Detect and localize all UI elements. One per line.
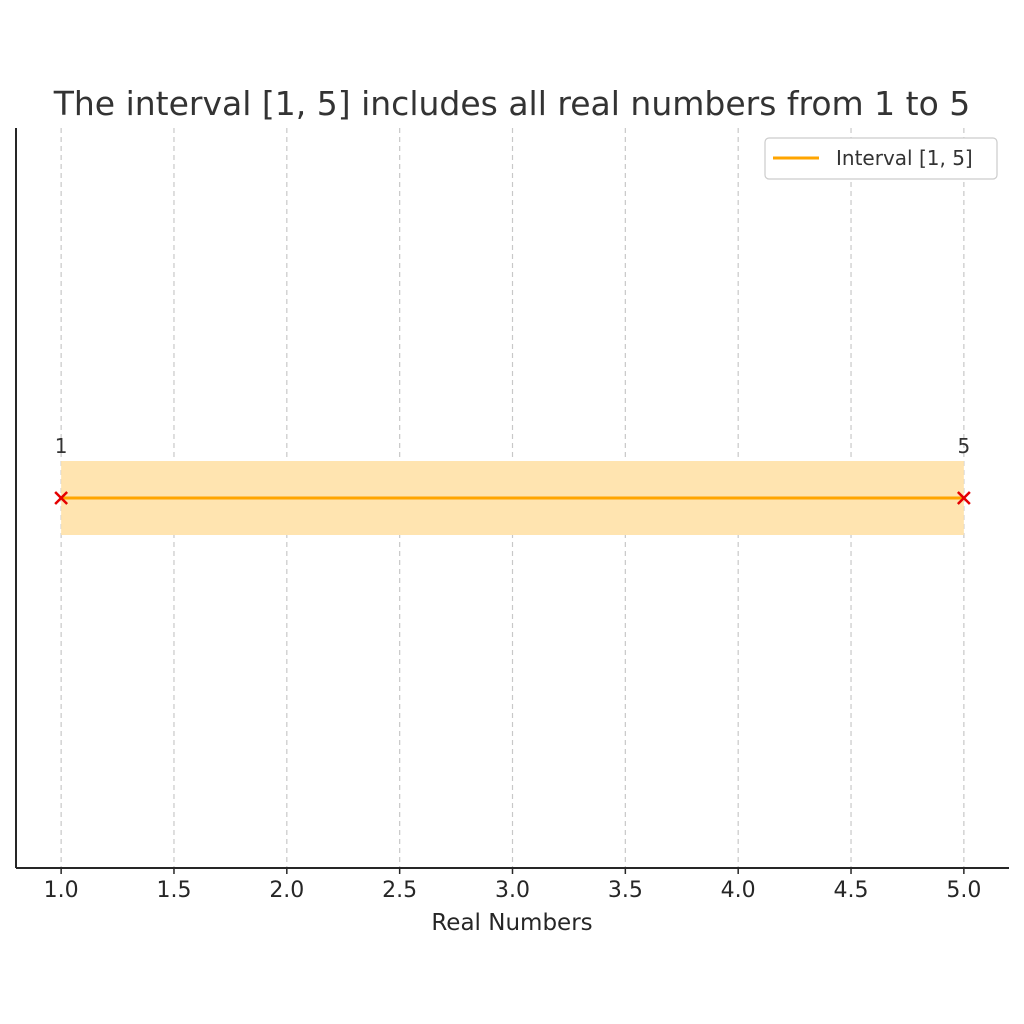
x-tick-label-6: 4.0: [721, 878, 756, 903]
endpoint-label-1: 5: [957, 434, 970, 458]
endpoint-label-0: 1: [55, 434, 68, 458]
chart-title: The interval [1, 5] includes all real nu…: [53, 84, 971, 123]
legend: Interval [1, 5]: [764, 137, 998, 180]
x-axis-ticks: 1.0 1.5 2.0 2.5 3.0 3.5 4.0 4.5 5.0: [44, 868, 981, 903]
legend-label-interval: Interval [1, 5]: [836, 146, 973, 170]
x-axis-label: Real Numbers: [431, 910, 592, 936]
x-tick-label-2: 2.0: [269, 878, 304, 903]
x-tick-label-4: 3.0: [495, 878, 530, 903]
x-tick-label-5: 3.5: [608, 878, 643, 903]
x-tick-label-8: 5.0: [946, 878, 981, 903]
endpoint-marker-0: [54, 491, 69, 505]
legend-box: [764, 137, 998, 180]
x-tick-label-7: 4.5: [834, 878, 869, 903]
x-tick-label-0: 1.0: [44, 878, 79, 903]
endpoint-marker-1: [956, 491, 971, 505]
x-tick-label-3: 2.5: [382, 878, 417, 903]
x-tick-label-1: 1.5: [156, 878, 191, 903]
